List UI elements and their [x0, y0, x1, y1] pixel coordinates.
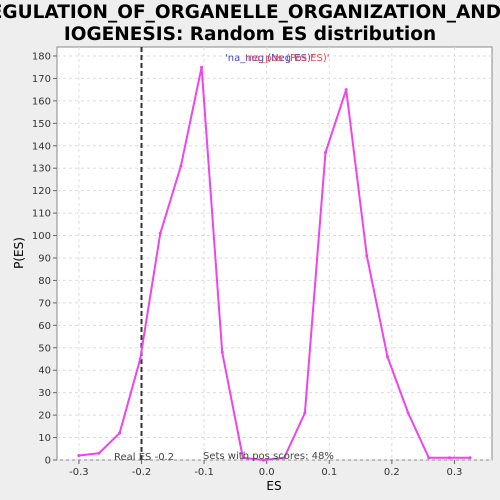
- es-data-point: [158, 231, 162, 235]
- y-tick-label: 40: [38, 366, 51, 377]
- x-axis-label: ES: [266, 479, 281, 493]
- es-data-point: [97, 451, 101, 455]
- y-tick-label: 80: [38, 276, 51, 287]
- y-tick-label: 0: [45, 456, 51, 467]
- x-tick-label: 0.2: [384, 467, 400, 478]
- y-tick-label: 160: [32, 96, 51, 107]
- real-es-label: Real ES -0.2: [114, 452, 174, 463]
- y-tick-label: 120: [32, 186, 51, 197]
- x-tick-label: -0.3: [69, 467, 89, 478]
- es-data-point: [468, 456, 472, 460]
- y-tick-label: 130: [32, 164, 51, 175]
- es-data-point: [385, 355, 389, 359]
- x-tick-label: -0.2: [132, 467, 152, 478]
- es-data-point: [427, 456, 431, 460]
- es-data-point: [241, 456, 245, 460]
- es-data-point: [200, 65, 204, 69]
- y-tick-label: 140: [32, 141, 51, 152]
- y-tick-label: 50: [38, 343, 51, 354]
- es-distribution-curve: [78, 66, 471, 462]
- es-data-point: [406, 411, 410, 415]
- y-tick-label: 30: [38, 388, 51, 399]
- es-data-point: [324, 150, 328, 154]
- y-tick-label: 150: [32, 119, 51, 130]
- y-tick-label: 60: [38, 321, 51, 332]
- pos-scores-label: Sets with pos scores: 48%: [203, 451, 334, 462]
- es-data-point: [220, 350, 224, 354]
- y-tick-label: 170: [32, 74, 51, 85]
- legend-neg-label: 'na_neg (Neg ES)': [225, 53, 314, 64]
- y-tick-label: 70: [38, 298, 51, 309]
- y-tick-label: 110: [32, 209, 51, 220]
- x-tick-label: 0.1: [321, 467, 337, 478]
- x-tick-label: 0.0: [259, 467, 275, 478]
- chart-title-line2: IOGENESIS: Random ES distribution: [64, 24, 436, 45]
- es-data-point: [303, 411, 307, 415]
- es-data-point: [138, 357, 142, 361]
- data-points: [77, 65, 472, 462]
- x-tick-label: -0.1: [194, 467, 214, 478]
- es-data-point: [262, 458, 266, 462]
- y-axis-label: P(ES): [12, 237, 26, 269]
- plot-area: [56, 46, 493, 461]
- es-data-point: [365, 254, 369, 258]
- x-tick-label: 0.3: [446, 467, 462, 478]
- y-tick-label: 10: [38, 433, 51, 444]
- chart-title-line1: REGULATION_OF_ORGANELLE_ORGANIZATION_AND…: [0, 2, 500, 23]
- y-axis-ticks: 0 10 20 30 40 50 60 70 80 90 100 110 120 130 140 150 160…: [32, 51, 57, 467]
- x-axis-ticks: -0.3 -0.2 -0.1 0.0 0.1 0.2 0.3: [69, 460, 462, 478]
- es-data-point: [77, 454, 81, 458]
- es-data-point: [282, 456, 286, 460]
- es-data-point: [344, 88, 348, 92]
- y-tick-label: 180: [32, 51, 51, 62]
- legend-pos-label: 'na_pos (Pos ES)': [245, 53, 329, 64]
- y-tick-label: 100: [32, 231, 51, 242]
- grid-lines: [57, 47, 492, 461]
- es-data-point: [118, 431, 122, 435]
- es-data-point: [447, 456, 451, 460]
- y-tick-label: 90: [38, 253, 51, 264]
- y-tick-label: 20: [38, 411, 51, 422]
- es-data-point: [179, 164, 183, 168]
